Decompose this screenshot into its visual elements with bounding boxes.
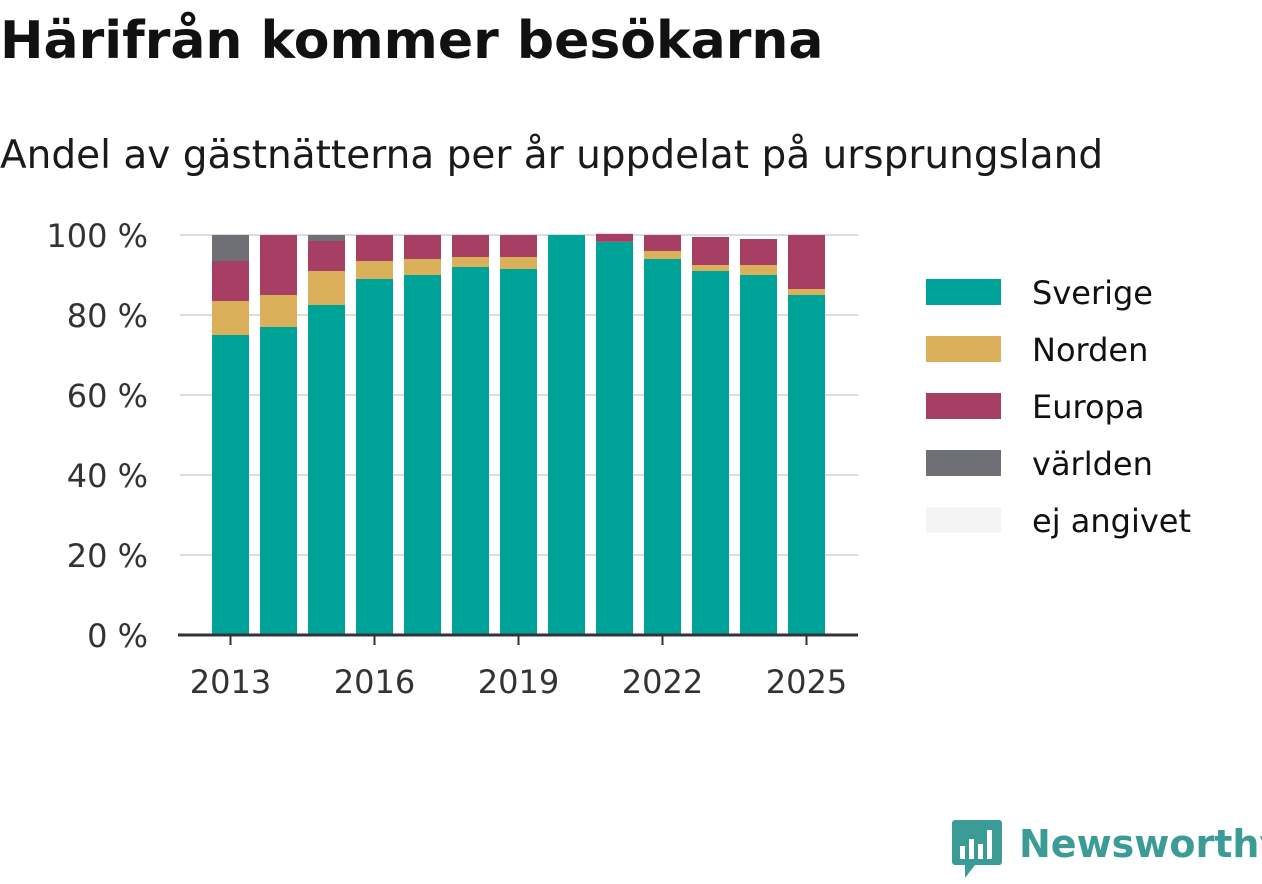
bar-segment [596, 241, 633, 636]
bar-segment [260, 235, 297, 295]
x-tick-label: 2025 [766, 663, 847, 701]
bar-segment [260, 327, 297, 635]
x-tick-label: 2016 [334, 663, 415, 701]
bar-segment [308, 305, 345, 635]
bars [212, 233, 825, 636]
bar-segment [596, 233, 633, 242]
bar-segment [308, 271, 345, 305]
bar-segment [500, 269, 537, 635]
bar-segment [740, 265, 777, 275]
y-tick-label: 60 % [67, 377, 148, 415]
bar-segment [692, 271, 729, 635]
bar-segment [788, 295, 825, 635]
legend-label: Norden [1032, 331, 1148, 369]
x-tick-label: 2022 [622, 663, 703, 701]
bar-segment [644, 251, 681, 259]
legend-swatch [926, 450, 1001, 476]
chart-subtitle: Andel av gästnätterna per år uppdelat på… [0, 133, 1104, 178]
bar-segment [452, 235, 489, 257]
bar-segment [788, 235, 825, 289]
bar-segment [452, 257, 489, 267]
legend-swatch [926, 279, 1001, 305]
bar-segment [740, 275, 777, 635]
legend-label: Sverige [1032, 274, 1153, 312]
bar-segment [308, 235, 345, 241]
bar-segment [644, 259, 681, 635]
bar-segment [404, 275, 441, 635]
bar-segment [692, 265, 729, 271]
bar-segment [260, 295, 297, 327]
newsworthy-logo: Newsworthy [951, 818, 1262, 880]
bar-segment [644, 235, 681, 251]
bar-segment [212, 301, 249, 335]
y-tick-label: 100 % [46, 217, 148, 255]
legend-label: ej angivet [1032, 502, 1191, 540]
legend-swatch [926, 393, 1001, 419]
bar-segment [452, 267, 489, 635]
bar-segment [740, 239, 777, 265]
bar-segment [404, 235, 441, 259]
y-tick-label: 80 % [67, 297, 148, 335]
legend-label: världen [1032, 445, 1153, 483]
legend-swatch [926, 336, 1001, 362]
legend: Sverige Norden Europa världen ej angivet [926, 274, 1191, 540]
x-tick-label: 2013 [190, 663, 271, 701]
legend-swatch [926, 507, 1001, 533]
bar-segment [356, 279, 393, 635]
bar-segment [212, 335, 249, 635]
chart-speech-bubble-icon [952, 820, 1002, 878]
bar-segment [692, 237, 729, 265]
bar-segment [500, 257, 537, 269]
bar-segment [548, 235, 585, 635]
bar-segment [356, 261, 393, 279]
bar-segment [404, 259, 441, 275]
bar-segment [788, 289, 825, 295]
bar-segment [212, 261, 249, 301]
bar-segment [308, 241, 345, 271]
y-tick-label: 40 % [67, 457, 148, 495]
axes: 0 % 20 % 40 % 60 % 80 % 100 % 2013 2016 2019 2022… [46, 217, 858, 701]
bar-segment [356, 235, 393, 261]
legend-label: Europa [1032, 388, 1144, 426]
bar-segment [212, 235, 249, 261]
brand-name: Newsworthy [1019, 822, 1262, 866]
x-tick-label: 2019 [478, 663, 559, 701]
y-tick-label: 0 % [87, 617, 148, 655]
chart-title: Härifrån kommer besökarna [0, 11, 824, 71]
bar-segment [500, 235, 537, 257]
y-tick-label: 20 % [67, 537, 148, 575]
